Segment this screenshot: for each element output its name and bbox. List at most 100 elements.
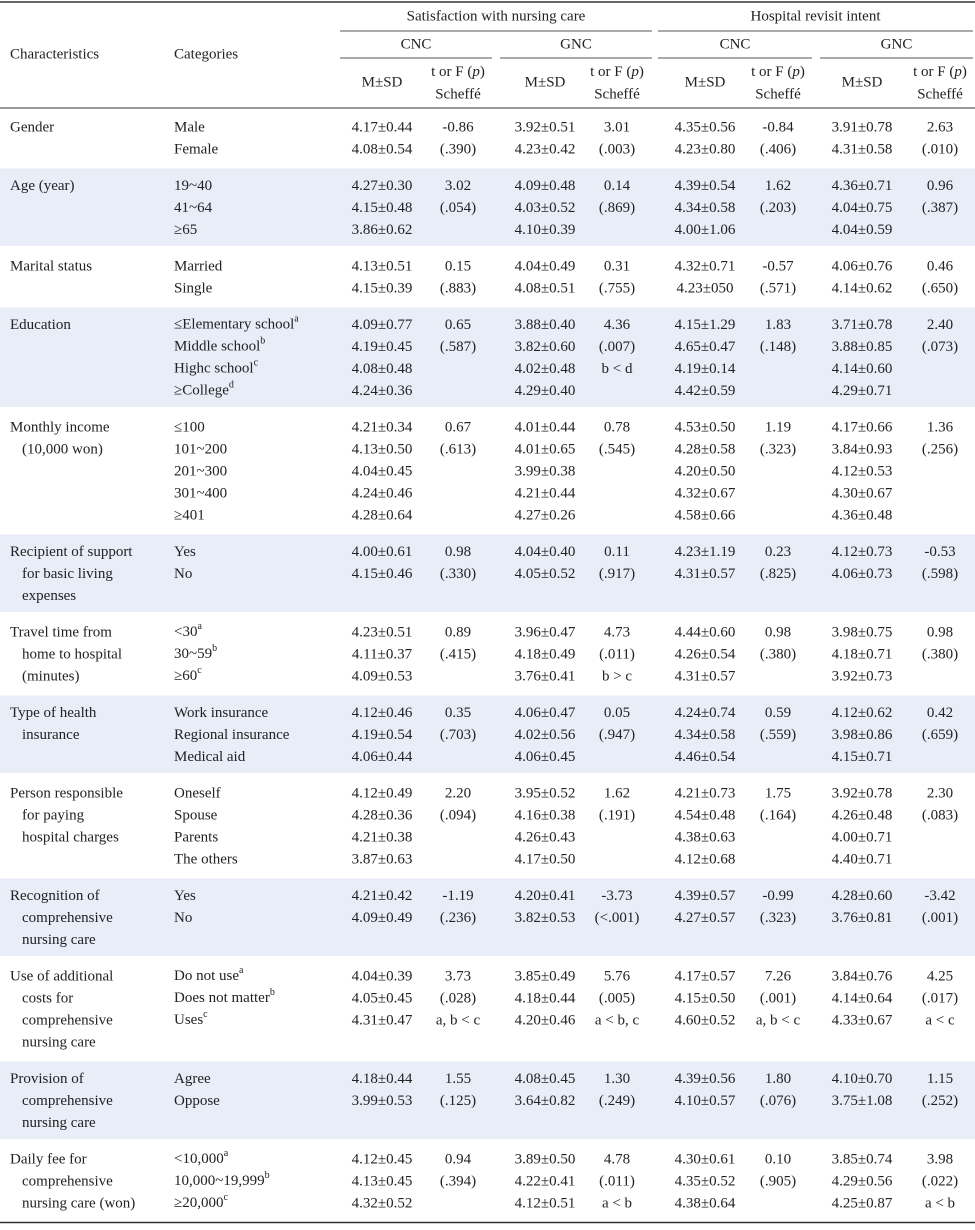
category-text: Do not use <box>174 968 239 984</box>
mean-sd: 4.31±0.57 <box>675 566 736 582</box>
category-text: Does not matter <box>174 990 270 1006</box>
mean-sd: 4.22±0.41 <box>515 1173 576 1189</box>
category-sup: c <box>223 1192 228 1203</box>
row-band <box>0 1061 975 1139</box>
mean-sd: 4.32±0.52 <box>352 1195 413 1211</box>
category-sup: a <box>197 621 202 632</box>
subgroup-title: GNC <box>881 36 913 52</box>
mean-sd: 4.04±0.49 <box>515 258 576 274</box>
mean-sd: 4.26±0.43 <box>515 829 576 845</box>
category-text: ≥20,000 <box>174 1195 223 1211</box>
characteristic: Age (year) <box>10 178 75 194</box>
characteristic: comprehensive <box>22 1012 113 1028</box>
test-stat: 4.25 <box>927 968 953 984</box>
msd-header: M±SD <box>842 74 883 90</box>
category: 201~300 <box>174 463 227 479</box>
test-stat: (.010) <box>922 141 958 157</box>
category: Work insurance <box>174 705 269 721</box>
category: Regional insurance <box>174 727 290 743</box>
group-title: Hospital revisit intent <box>751 8 882 24</box>
characteristic: (minutes) <box>22 668 80 684</box>
mean-sd: 4.02±0.48 <box>515 361 576 377</box>
mean-sd: 4.09±0.77 <box>352 317 413 333</box>
mean-sd: 4.08±0.48 <box>352 361 413 377</box>
category: Female <box>174 141 218 157</box>
mean-sd: 4.38±0.63 <box>675 829 736 845</box>
test-stat: 0.14 <box>604 178 631 194</box>
mean-sd: 4.10±0.39 <box>515 222 576 238</box>
mean-sd: 4.17±0.44 <box>352 119 413 135</box>
test-stat: (.406) <box>760 141 796 157</box>
test-stat: 0.15 <box>445 258 471 274</box>
mean-sd: 4.04±0.45 <box>352 463 413 479</box>
mean-sd: 4.30±0.67 <box>832 485 893 501</box>
mean-sd: 4.20±0.41 <box>515 888 576 904</box>
test-stat: (.164) <box>760 807 796 823</box>
test-stat: (.236) <box>440 910 476 926</box>
mean-sd: 4.14±0.60 <box>832 361 893 377</box>
mean-sd: 4.12±0.53 <box>832 463 893 479</box>
mean-sd: 4.12±0.45 <box>352 1151 413 1167</box>
mean-sd: 4.18±0.71 <box>832 646 893 662</box>
mean-sd: 4.15±0.46 <box>352 566 413 582</box>
mean-sd: 3.92±0.51 <box>515 119 576 135</box>
header-categories: Categories <box>174 46 238 62</box>
test-header: t or F (p) <box>913 64 967 80</box>
test-stat: 0.67 <box>445 419 472 435</box>
characteristic: nursing care <box>22 1034 96 1050</box>
header-characteristics: Characteristics <box>10 46 99 62</box>
test-stat: 0.35 <box>445 705 471 721</box>
mean-sd: 3.64±0.82 <box>515 1093 576 1109</box>
category: Parents <box>174 829 218 845</box>
scheffe-header: Scheffé <box>435 86 481 102</box>
mean-sd: 4.08±0.54 <box>352 141 413 157</box>
mean-sd: 4.53±0.50 <box>675 419 736 435</box>
test-stat: (.028) <box>440 990 476 1006</box>
characteristic: Use of additional <box>10 968 113 984</box>
mean-sd: 4.12±0.62 <box>832 705 893 721</box>
category-sup: c <box>203 1009 208 1020</box>
mean-sd: 4.01±0.65 <box>515 441 576 457</box>
mean-sd: 4.09±0.53 <box>352 668 413 684</box>
mean-sd: 4.12±0.73 <box>832 544 893 560</box>
mean-sd: 4.23±0.51 <box>352 624 413 640</box>
mean-sd: 4.27±0.57 <box>675 910 736 926</box>
test-stat: (.076) <box>760 1093 796 1109</box>
test-stat: 0.89 <box>445 624 471 640</box>
category: Oneself <box>174 785 221 801</box>
scheffe-header: Scheffé <box>594 86 640 102</box>
mean-sd: 3.85±0.49 <box>515 968 576 984</box>
mean-sd: 4.10±0.70 <box>832 1071 893 1087</box>
test-label-p: p <box>471 64 480 80</box>
mean-sd: 3.84±0.93 <box>832 441 893 457</box>
mean-sd: 3.84±0.76 <box>832 968 893 984</box>
test-stat: (.073) <box>922 339 958 355</box>
test-label-close: ) <box>480 64 485 80</box>
mean-sd: 4.00±1.06 <box>675 222 736 238</box>
category: Spouse <box>174 807 218 823</box>
characteristic: Recipient of support <box>10 544 133 560</box>
category: 19~40 <box>174 178 212 194</box>
test-label-close: ) <box>639 64 644 80</box>
category: Agree <box>174 1071 211 1087</box>
category-text: <10,000 <box>174 1151 224 1167</box>
subgroup-title: CNC <box>720 36 751 52</box>
test-stat: 1.75 <box>765 785 791 801</box>
characteristic: nursing care <box>22 932 96 948</box>
category-text: Middle school <box>174 339 260 355</box>
row-band <box>0 307 975 407</box>
test-stat: b > c <box>602 668 632 684</box>
mean-sd: 4.35±0.56 <box>675 119 736 135</box>
row-band <box>0 878 975 956</box>
characteristic: comprehensive <box>22 1093 113 1109</box>
mean-sd: 4.17±0.66 <box>832 419 893 435</box>
mean-sd: 4.15±0.48 <box>352 200 413 216</box>
scheffe-header: Scheffé <box>755 86 801 102</box>
test-stat: (.387) <box>922 200 958 216</box>
mean-sd: 4.09±0.48 <box>515 178 576 194</box>
mean-sd: 4.31±0.58 <box>832 141 893 157</box>
test-stat: (.249) <box>599 1093 635 1109</box>
test-stat: a, b < c <box>756 1012 801 1028</box>
test-stat: 1.80 <box>765 1071 791 1087</box>
mean-sd: 4.13±0.50 <box>352 441 413 457</box>
